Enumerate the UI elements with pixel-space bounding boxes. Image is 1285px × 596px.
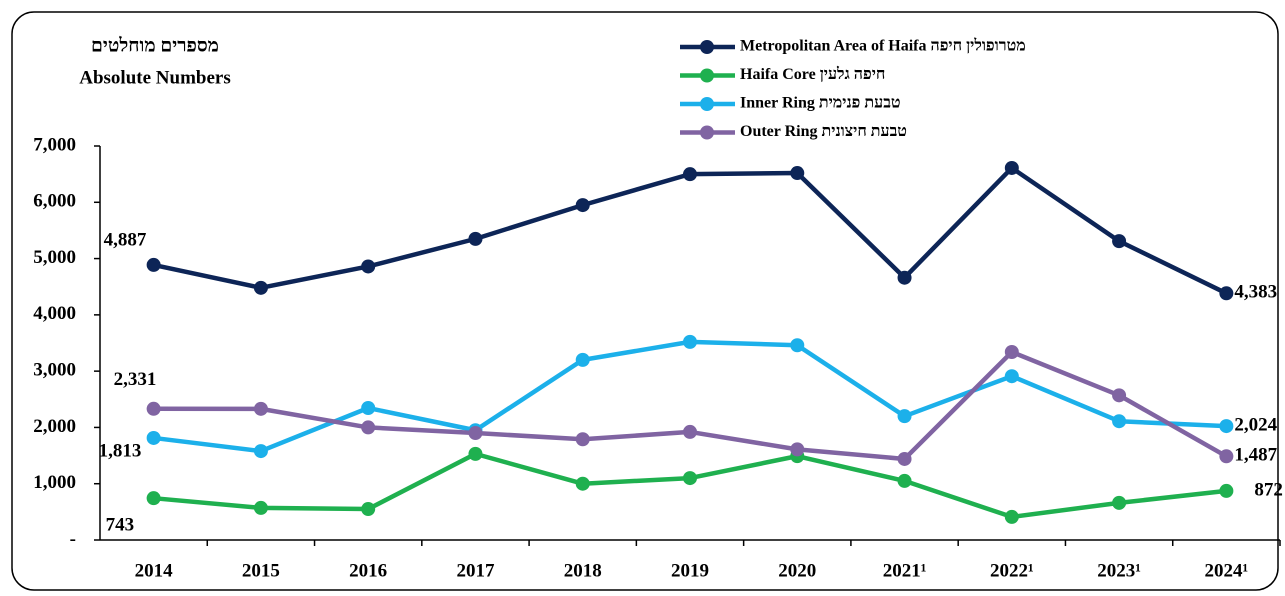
y-tick-label: 6,000	[33, 191, 76, 212]
data-point	[790, 338, 805, 353]
data-point	[683, 334, 697, 349]
data-point	[897, 270, 912, 285]
legend-label: Metropolitan Area of Haifa מטרופולין חיפ…	[740, 37, 1026, 55]
data-label: 1,813	[99, 440, 142, 461]
data-label: 743	[106, 515, 134, 536]
data-point	[1219, 286, 1234, 301]
data-point	[1112, 495, 1127, 510]
data-point	[575, 432, 590, 447]
legend-label: Outer Ring טבעת חיצונית	[740, 123, 907, 140]
data-point	[1004, 345, 1019, 360]
data-point	[897, 451, 912, 466]
x-tick-label: 2015	[242, 560, 280, 581]
y-tick-label: 4,000	[33, 303, 76, 324]
y-tick-label: 1,000	[33, 472, 76, 493]
data-point	[897, 473, 912, 488]
x-tick-label: 2019	[671, 560, 709, 581]
x-tick-label: 2021¹	[883, 560, 927, 581]
data-point	[361, 259, 376, 274]
data-point	[1004, 160, 1019, 175]
data-point	[1112, 388, 1127, 403]
data-point	[897, 409, 912, 424]
chart-title: מספרים מוחלטים	[91, 35, 219, 56]
data-point	[468, 426, 483, 441]
x-tick-label: 2020	[778, 560, 816, 581]
data-point	[361, 401, 376, 416]
y-tick-label: 5,000	[33, 247, 76, 268]
data-point	[146, 257, 161, 272]
data-point	[575, 198, 590, 213]
x-tick-label: 2023¹	[1097, 560, 1141, 581]
x-tick-label: 2014	[135, 560, 174, 581]
data-point	[468, 231, 483, 246]
data-point	[1219, 483, 1234, 498]
legend-marker	[700, 97, 714, 111]
data-point	[361, 420, 376, 435]
data-point	[790, 442, 805, 457]
data-label: 1,487	[1234, 445, 1277, 466]
data-point	[1112, 414, 1127, 429]
data-point	[683, 471, 697, 486]
data-point	[1219, 449, 1234, 464]
data-point	[1004, 369, 1019, 384]
data-point	[253, 500, 268, 515]
data-point	[253, 444, 268, 459]
legend-marker	[700, 40, 714, 54]
x-tick-label: 2022¹	[990, 560, 1034, 581]
data-point	[683, 167, 697, 182]
data-point	[575, 352, 590, 367]
data-label: 872	[1254, 479, 1283, 500]
y-tick-label: -	[70, 528, 76, 549]
data-point	[146, 430, 161, 445]
data-label: 4,887	[104, 229, 147, 250]
data-point	[1219, 419, 1234, 434]
legend-marker	[700, 68, 714, 83]
x-tick-label: 2016	[349, 560, 387, 581]
data-point	[146, 491, 161, 506]
data-point	[361, 502, 376, 517]
data-label: 2,331	[114, 369, 157, 390]
data-point	[253, 280, 268, 295]
data-point	[253, 401, 268, 416]
data-point	[1112, 234, 1127, 249]
frame	[11, 11, 1279, 591]
data-point	[146, 401, 161, 416]
x-tick-label: 2024¹	[1205, 560, 1249, 581]
legend-label: Inner Ring טבעת פנימית	[740, 95, 901, 112]
chart-subtitle: Absolute Numbers	[79, 67, 230, 88]
data-point	[575, 476, 590, 491]
y-tick-label: 3,000	[33, 360, 76, 381]
x-tick-label: 2018	[564, 560, 602, 581]
legend-label: Haifa Core חיפה גלעין	[740, 65, 885, 83]
y-tick-label: 2,000	[33, 416, 76, 437]
data-point	[790, 166, 805, 181]
data-label: 2,024	[1234, 414, 1277, 435]
data-point	[1004, 509, 1019, 524]
x-tick-label: 2017	[456, 560, 495, 581]
data-label: 4,383	[1234, 282, 1277, 303]
data-point	[683, 424, 697, 439]
legend-marker	[700, 125, 714, 140]
y-tick-label: 7,000	[33, 134, 76, 155]
data-point	[468, 446, 483, 461]
